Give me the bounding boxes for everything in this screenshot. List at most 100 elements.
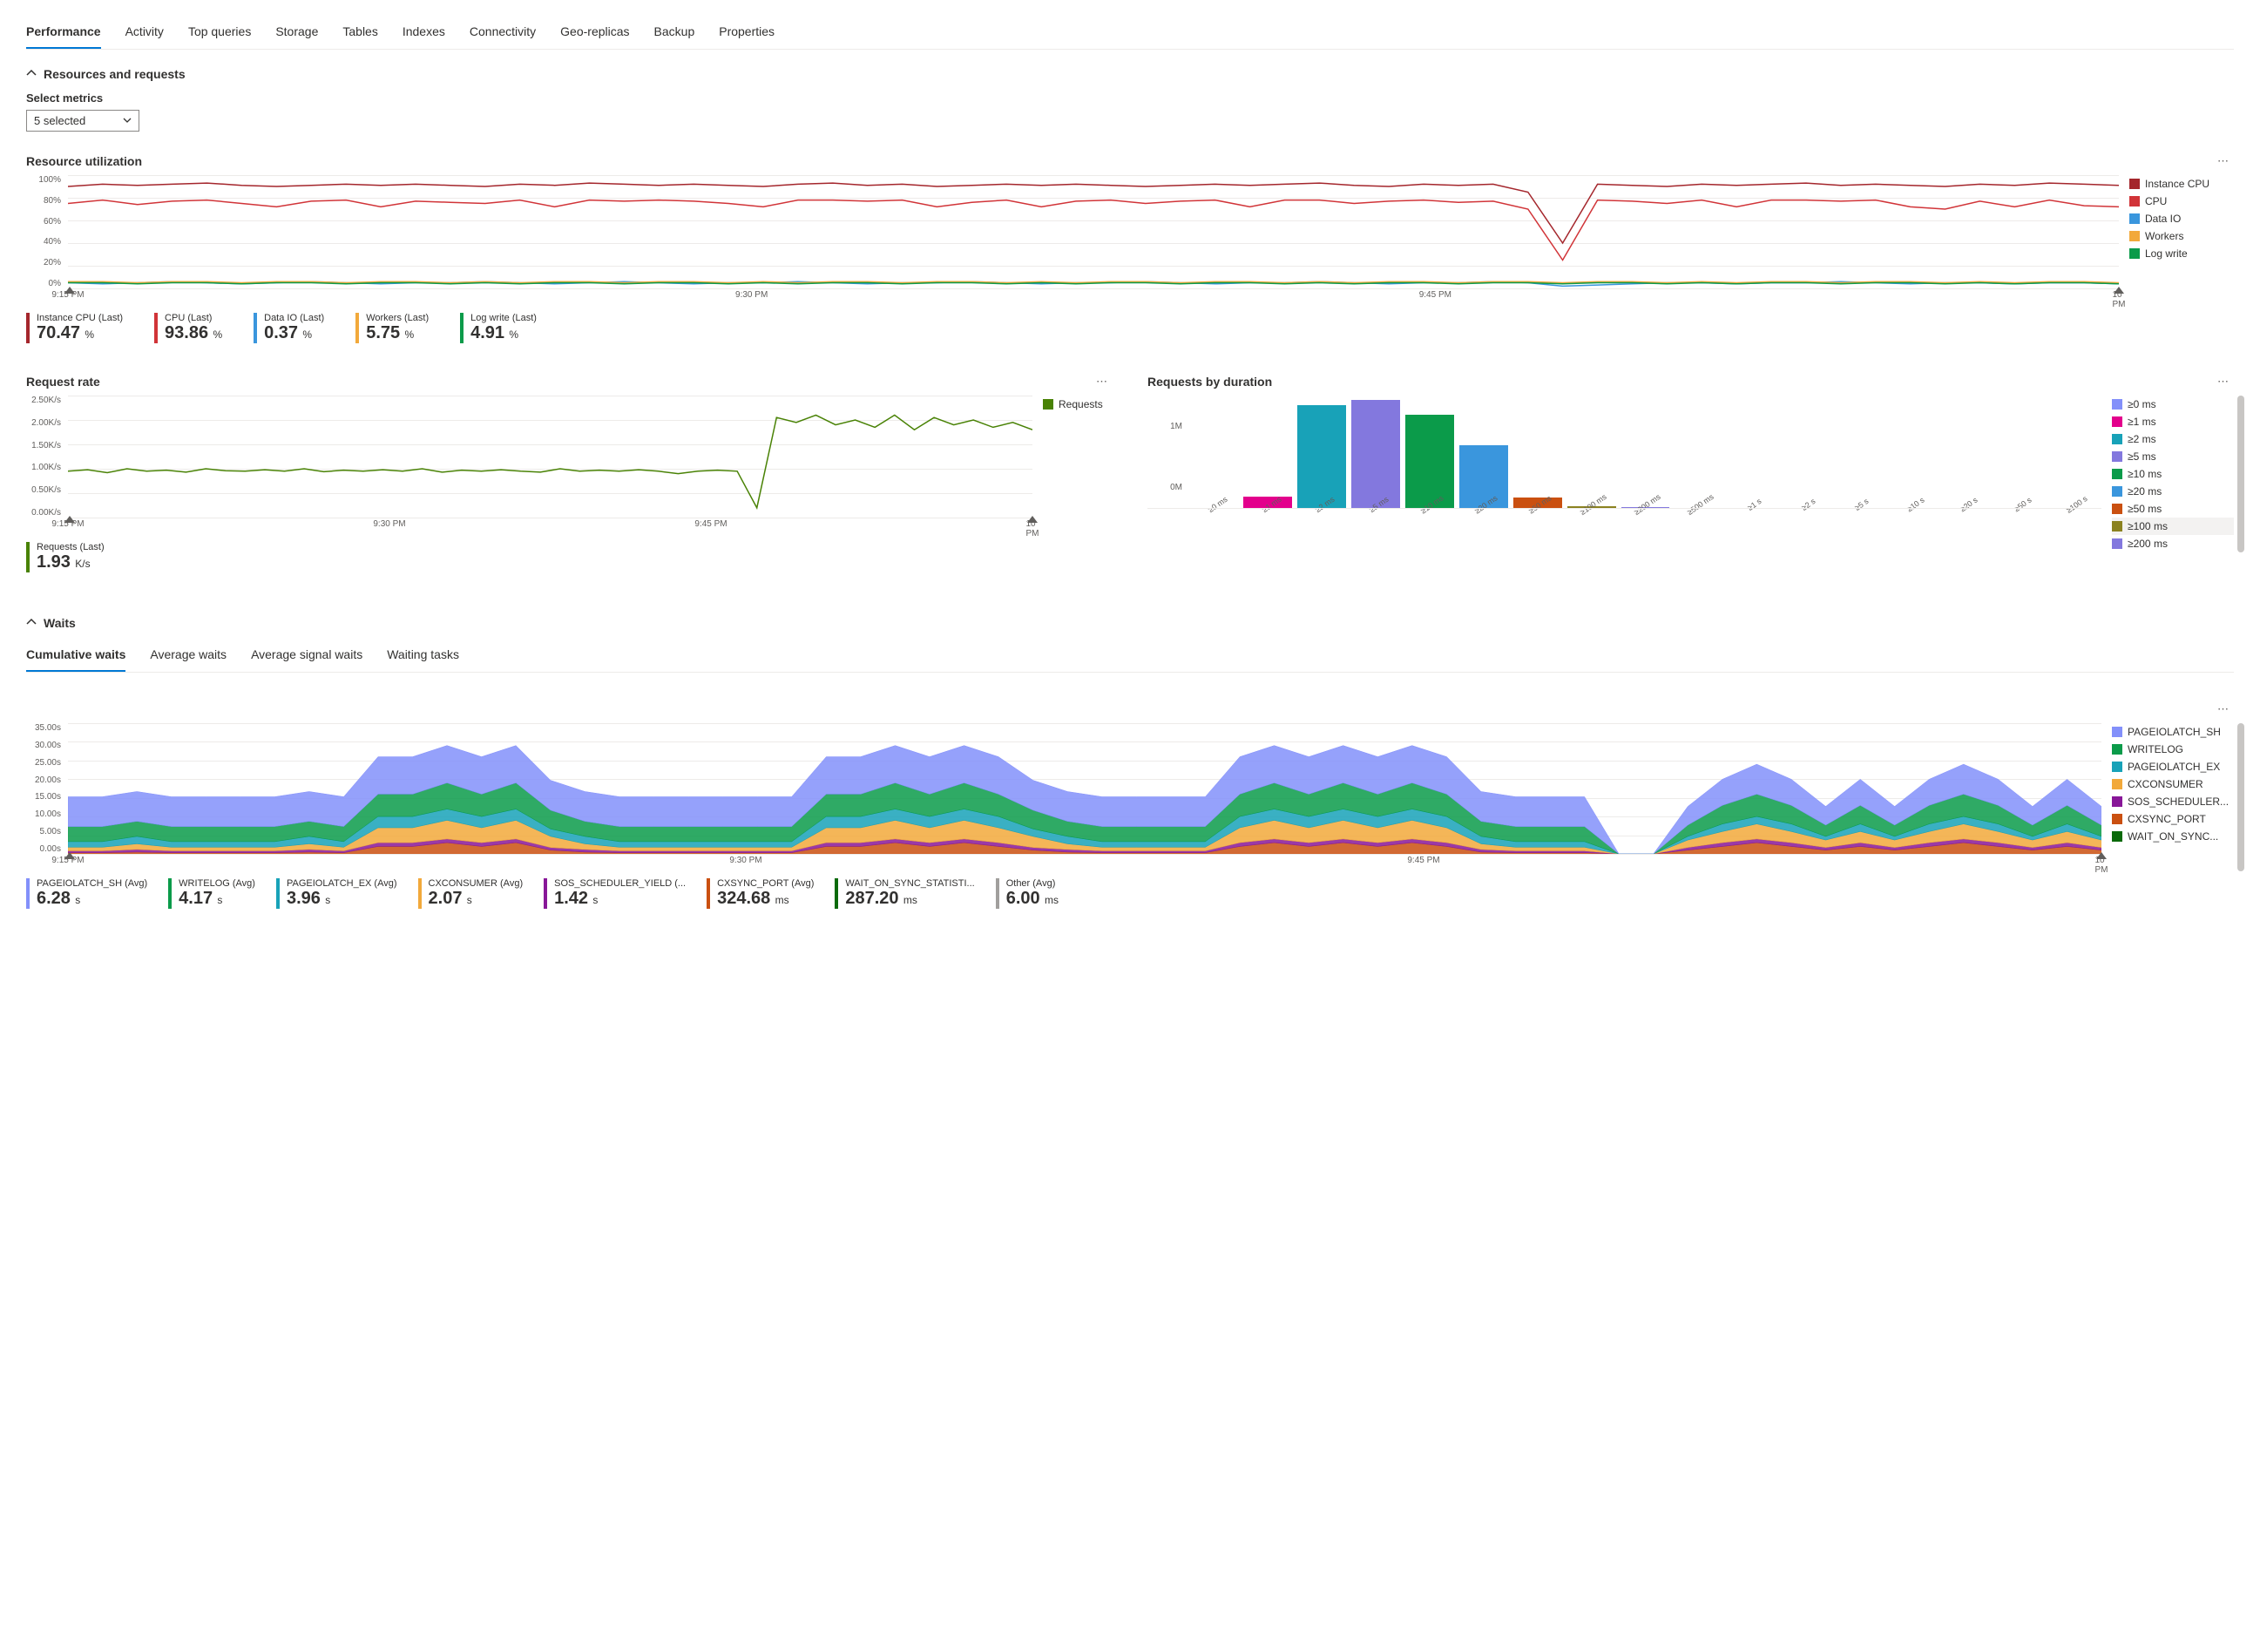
legend-swatch	[2112, 762, 2122, 772]
section-title: Resources and requests	[44, 67, 186, 81]
legend-swatch	[2129, 213, 2140, 224]
select-metrics-dropdown[interactable]: 5 selected	[26, 110, 139, 132]
stat-item: Workers (Last)5.75 %	[355, 313, 429, 343]
legend-label: WAIT_ON_SYNC...	[2128, 830, 2218, 843]
legend-item[interactable]: WAIT_ON_SYNC...	[2112, 828, 2234, 845]
select-value: 5 selected	[34, 114, 85, 127]
tab-tables[interactable]: Tables	[342, 17, 377, 49]
y-axis-labels: 100%80%60%40%20%0%	[26, 175, 64, 288]
tab-storage[interactable]: Storage	[275, 17, 318, 49]
legend-swatch	[2112, 814, 2122, 824]
legend-label: ≥1 ms	[2128, 416, 2156, 428]
tab-top-queries[interactable]: Top queries	[188, 17, 251, 49]
legend-swatch	[2112, 831, 2122, 842]
request-rate-chart[interactable]: 2.50K/s2.00K/s1.50K/s1.00K/s0.50K/s0.00K…	[26, 396, 1032, 535]
legend-item[interactable]: SOS_SCHEDULER...	[2112, 793, 2234, 810]
legend-item[interactable]: ≥2 ms	[2112, 430, 2234, 448]
section-header-waits[interactable]: Waits	[26, 616, 2234, 630]
legend-swatch	[2112, 469, 2122, 479]
waits-chart[interactable]: 35.00s30.00s25.00s20.00s15.00s10.00s5.00…	[26, 723, 2101, 871]
section-header-resources[interactable]: Resources and requests	[26, 67, 2234, 81]
legend-label: Instance CPU	[2145, 178, 2209, 190]
legend-item[interactable]: CXCONSUMER	[2112, 775, 2234, 793]
legend-item[interactable]: ≥100 ms	[2112, 518, 2234, 535]
more-icon[interactable]: ⋯	[2214, 699, 2234, 720]
subtab-cumulative-waits[interactable]: Cumulative waits	[26, 640, 125, 672]
chevron-down-icon	[123, 114, 132, 127]
legend-item[interactable]: ≥10 ms	[2112, 465, 2234, 483]
legend-swatch	[2129, 231, 2140, 241]
stat-item: CXSYNC_PORT (Avg)324.68 ms	[707, 878, 814, 909]
legend-item[interactable]: WRITELOG	[2112, 741, 2234, 758]
duration-chart[interactable]: 1M0M ≥0 ms≥1 ms≥2 ms≥5 ms≥10 ms≥20 ms≥50…	[1147, 396, 2101, 535]
tab-properties[interactable]: Properties	[719, 17, 775, 49]
more-icon[interactable]: ⋯	[1093, 371, 1113, 392]
tab-activity[interactable]: Activity	[125, 17, 164, 49]
legend-label: ≥0 ms	[2128, 398, 2156, 410]
legend-swatch	[2112, 451, 2122, 462]
subtab-average-signal-waits[interactable]: Average signal waits	[251, 640, 362, 672]
legend-item[interactable]: Instance CPU	[2129, 175, 2234, 193]
more-icon[interactable]: ⋯	[2214, 371, 2234, 392]
y-axis-labels: 35.00s30.00s25.00s20.00s15.00s10.00s5.00…	[26, 723, 64, 854]
legend-label: Requests	[1059, 398, 1103, 410]
legend-item[interactable]: ≥50 ms	[2112, 500, 2234, 518]
legend-swatch	[2112, 416, 2122, 427]
x-axis-labels: ≥0 ms≥1 ms≥2 ms≥5 ms≥10 ms≥20 ms≥50 ms≥1…	[1189, 511, 2101, 535]
more-icon[interactable]: ⋯	[2214, 151, 2234, 172]
legend-item[interactable]: Data IO	[2129, 210, 2234, 227]
legend-label: CXCONSUMER	[2128, 778, 2203, 790]
legend-swatch	[2112, 744, 2122, 755]
legend-label: PAGEIOLATCH_SH	[2128, 726, 2221, 738]
section-title: Waits	[44, 616, 76, 630]
legend-item[interactable]: Workers	[2129, 227, 2234, 245]
legend-label: CPU	[2145, 195, 2167, 207]
legend-item[interactable]: ≥20 ms	[2112, 483, 2234, 500]
y-axis-labels: 1M0M	[1147, 396, 1186, 518]
legend-swatch	[2112, 504, 2122, 514]
legend-label: Data IO	[2145, 213, 2181, 225]
legend-item[interactable]: ≥200 ms	[2112, 535, 2234, 552]
scroll-down-icon[interactable]	[2236, 544, 2246, 554]
legend-item[interactable]: ≥1 ms	[2112, 413, 2234, 430]
stat-item: Instance CPU (Last)70.47 %	[26, 313, 123, 343]
stat-item: CXCONSUMER (Avg)2.07 s	[418, 878, 524, 909]
scroll-down-icon[interactable]	[2236, 863, 2246, 873]
tab-performance[interactable]: Performance	[26, 17, 101, 49]
stat-item: WRITELOG (Avg)4.17 s	[168, 878, 255, 909]
stat-item: Data IO (Last)0.37 %	[254, 313, 324, 343]
scroll-up-icon[interactable]	[2236, 721, 2246, 732]
waits-subtabs: Cumulative waits Average waits Average sig…	[26, 640, 2234, 673]
legend-item[interactable]: Log write	[2129, 245, 2234, 262]
legend-swatch	[1043, 399, 1053, 410]
legend-item[interactable]: PAGEIOLATCH_SH	[2112, 723, 2234, 741]
legend-swatch	[2129, 248, 2140, 259]
legend-label: ≥2 ms	[2128, 433, 2156, 445]
legend-swatch	[2112, 779, 2122, 789]
waits-stats: PAGEIOLATCH_SH (Avg)6.28 sWRITELOG (Avg)…	[26, 878, 2234, 909]
stat-item: WAIT_ON_SYNC_STATISTI...287.20 ms	[835, 878, 974, 909]
legend-label: ≥100 ms	[2128, 520, 2168, 532]
legend-item[interactable]: ≥0 ms	[2112, 396, 2234, 413]
scroll-up-icon[interactable]	[2236, 394, 2246, 404]
legend-item[interactable]: PAGEIOLATCH_EX	[2112, 758, 2234, 775]
resource-chart[interactable]: 100%80%60%40%20%0% 9:15 PM9:30 PM9:45 PM…	[26, 175, 2119, 306]
legend-item[interactable]: CXSYNC_PORT	[2112, 810, 2234, 828]
subtab-waiting-tasks[interactable]: Waiting tasks	[387, 640, 459, 672]
tab-geo-replicas[interactable]: Geo-replicas	[560, 17, 629, 49]
stat-item: PAGEIOLATCH_EX (Avg)3.96 s	[276, 878, 397, 909]
legend-label: Log write	[2145, 247, 2188, 260]
legend-item[interactable]: ≥5 ms	[2112, 448, 2234, 465]
chart-title-resource: Resource utilization	[26, 154, 142, 168]
chart-title-duration: Requests by duration	[1147, 375, 1272, 389]
legend-item[interactable]: Requests	[1043, 396, 1113, 413]
legend-label: ≥5 ms	[2128, 450, 2156, 463]
x-axis-labels: 9:15 PM9:30 PM9:45 PM10 PM	[68, 519, 1032, 535]
subtab-average-waits[interactable]: Average waits	[150, 640, 227, 672]
request-rate-legend: Requests	[1043, 396, 1113, 535]
stat-item: Other (Avg)6.00 ms	[996, 878, 1059, 909]
tab-connectivity[interactable]: Connectivity	[470, 17, 536, 49]
tab-indexes[interactable]: Indexes	[403, 17, 445, 49]
tab-backup[interactable]: Backup	[654, 17, 695, 49]
legend-item[interactable]: CPU	[2129, 193, 2234, 210]
